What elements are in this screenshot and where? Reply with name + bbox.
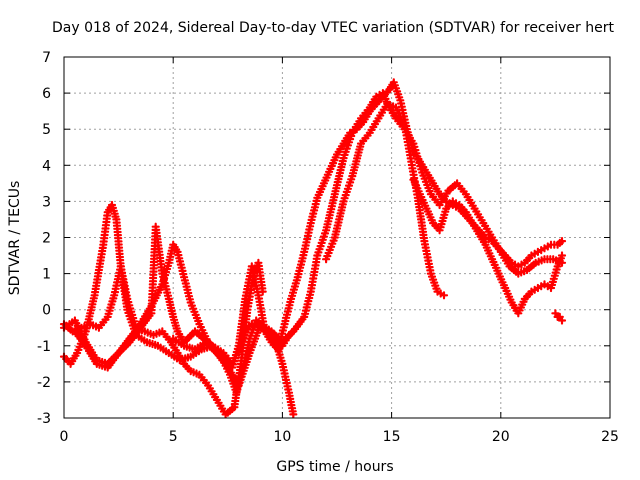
y-tick-label: 5 [42,122,51,138]
x-axis-tick-labels: 0 5 10 15 20 25 [60,429,619,445]
y-tick-label: 3 [42,194,51,210]
y-tick-label: 4 [42,158,51,174]
y-axis-tick-labels: -3 -2 -1 0 1 2 3 4 5 6 7 [37,50,51,427]
series-track-4 [59,78,567,372]
x-axis-label: GPS time / hours [276,459,393,475]
y-tick-label: -2 [37,375,51,391]
y-tick-label: -3 [37,411,51,427]
y-axis-label: SDTVAR / TECUs [7,181,23,296]
y-tick-label: 6 [42,86,51,102]
x-tick-label: 15 [383,429,401,445]
x-tick-label: 5 [169,429,178,445]
x-tick-label: 0 [60,429,69,445]
y-tick-label: -1 [37,339,51,355]
x-tick-label: 25 [601,429,619,445]
x-tick-label: 10 [273,429,291,445]
series-track-6 [322,99,449,300]
y-tick-label: 7 [42,50,51,66]
y-tick-label: 2 [42,231,51,247]
y-tick-label: 1 [42,267,51,283]
series-track-7 [409,175,567,318]
chart-title: Day 018 of 2024, Sidereal Day-to-day VTE… [52,20,614,36]
plot-frame [63,56,611,419]
y-tick-label: 0 [42,303,51,319]
x-tick-label: 20 [492,429,510,445]
series-track-8 [551,309,567,325]
data-series-layer [59,78,567,419]
